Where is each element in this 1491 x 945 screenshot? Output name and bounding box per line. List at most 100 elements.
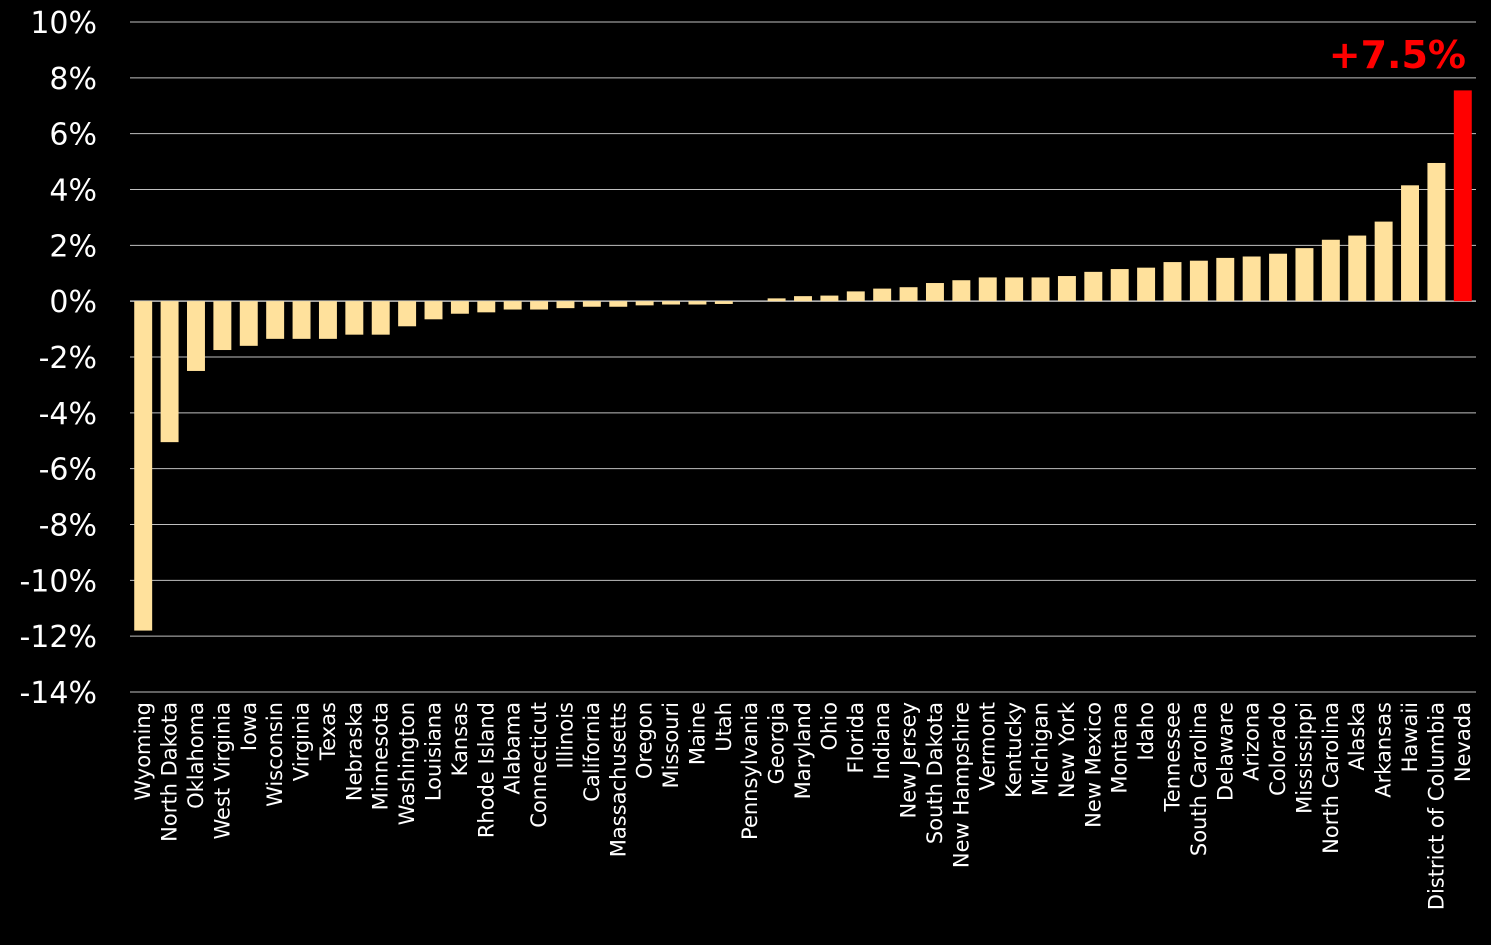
bar-ohio — [820, 295, 839, 302]
x-category-label: Maryland — [791, 702, 815, 799]
x-category-label: South Carolina — [1187, 702, 1211, 856]
bar-south-carolina — [1189, 260, 1208, 302]
x-category-label: Montana — [1108, 702, 1132, 794]
bar-louisiana — [424, 301, 443, 320]
bar-mississippi — [1295, 248, 1314, 302]
x-category-label: Arkansas — [1372, 702, 1396, 798]
x-category-label: Alabama — [501, 702, 525, 795]
bar-new-york — [1057, 276, 1076, 302]
x-category-label: Pennsylvania — [738, 702, 762, 840]
x-category-label: Arizona — [1240, 702, 1264, 781]
bar-kansas — [450, 301, 469, 314]
y-tick-label: 0% — [49, 285, 97, 320]
x-category-label: Virginia — [290, 702, 314, 781]
x-category-label: Wisconsin — [263, 702, 287, 807]
bar-missouri — [662, 301, 681, 305]
x-category-label: Oklahoma — [184, 702, 208, 809]
x-category-label: Nevada — [1451, 702, 1475, 782]
x-category-label: Tennessee — [1160, 702, 1184, 812]
x-category-label: Massachusetts — [606, 702, 630, 857]
y-tick-label: 4% — [49, 174, 97, 209]
x-category-label: Utah — [712, 702, 736, 752]
x-category-label: New Hampshire — [949, 702, 973, 868]
x-category-label: Kansas — [448, 702, 472, 776]
bar-indiana — [873, 288, 892, 302]
bar-connecticut — [530, 301, 549, 310]
bar-washington — [398, 301, 417, 327]
y-tick-label: -6% — [39, 453, 97, 488]
x-category-label: New Jersey — [897, 702, 921, 819]
bar-new-hampshire — [952, 280, 971, 302]
grid-lines — [130, 21, 1476, 693]
x-category-label: Illinois — [553, 702, 577, 769]
bar-new-mexico — [1084, 271, 1103, 302]
bar-colorado — [1269, 253, 1288, 302]
x-axis-labels: Wyoming North Dakota Oklahoma West Virginia… — [131, 701, 1475, 910]
x-category-label: Alaska — [1345, 702, 1369, 771]
bar-vermont — [978, 277, 997, 302]
x-category-label: Idaho — [1134, 702, 1158, 761]
x-category-label: Vermont — [976, 702, 1000, 791]
y-tick-label: -8% — [39, 509, 97, 544]
x-category-label: Ohio — [817, 702, 841, 751]
bar-wisconsin — [266, 301, 285, 339]
x-category-label: Iowa — [237, 702, 261, 751]
x-category-label: Mississippi — [1292, 702, 1316, 814]
x-category-label: New York — [1055, 701, 1079, 798]
bar-idaho — [1137, 267, 1156, 302]
bar-delaware — [1216, 257, 1235, 302]
bar-texas — [318, 301, 337, 339]
bar-maine — [688, 301, 707, 305]
y-tick-label: -14% — [19, 676, 97, 711]
bar-wyoming — [134, 301, 153, 631]
bar-michigan — [1031, 277, 1050, 302]
y-tick-label: 8% — [49, 62, 97, 97]
bar-alabama — [503, 301, 522, 310]
x-category-label: Georgia — [765, 702, 789, 784]
x-category-label: District of Columbia — [1424, 702, 1448, 910]
bar-georgia — [767, 298, 786, 302]
highlight-annotation: +7.5% — [1329, 33, 1466, 77]
x-category-label: Missouri — [659, 702, 683, 788]
bar-kentucky — [1005, 277, 1024, 302]
y-tick-label: 2% — [49, 229, 97, 264]
bars — [134, 90, 1472, 631]
bar-nevada — [1453, 90, 1472, 302]
bar-west-virginia — [213, 301, 232, 351]
bar-minnesota — [371, 301, 390, 335]
x-category-label: Wyoming — [131, 702, 155, 801]
bar-arkansas — [1374, 221, 1393, 302]
bar-oklahoma — [187, 301, 205, 371]
bar-massachusetts — [609, 301, 628, 307]
x-category-label: New Mexico — [1081, 702, 1105, 828]
x-category-label: Nebraska — [342, 702, 366, 801]
bar-rhode-island — [477, 301, 496, 313]
y-axis-labels: 10% 8% 6% 4% 2% 0% -2% -4% -6% -8% -10% -12% -14% — [19, 6, 97, 711]
bar-north-carolina — [1321, 239, 1340, 302]
x-category-label: Washington — [395, 702, 419, 825]
x-category-label: North Carolina — [1319, 702, 1343, 854]
x-category-label: Texas — [316, 702, 340, 761]
x-category-label: West Virginia — [210, 702, 234, 839]
bar-california — [582, 301, 601, 307]
bar-maryland — [794, 296, 812, 302]
bar-hawaii — [1401, 185, 1419, 302]
bar-tennessee — [1163, 262, 1182, 302]
x-category-label: North Dakota — [158, 702, 182, 842]
bar-iowa — [239, 301, 258, 346]
bar-montana — [1110, 269, 1129, 302]
bar-oregon — [635, 301, 654, 306]
bar-north-dakota — [160, 301, 179, 443]
bar-virginia — [292, 301, 311, 339]
x-category-label: Indiana — [870, 702, 894, 780]
x-category-label: California — [580, 702, 604, 802]
x-category-label: Minnesota — [369, 702, 393, 810]
x-category-label: Michigan — [1029, 702, 1053, 796]
x-category-label: Florida — [844, 702, 868, 773]
bar-nebraska — [345, 301, 364, 335]
y-tick-label: -10% — [19, 564, 97, 599]
x-category-label: Colorado — [1266, 702, 1290, 796]
x-category-label: Hawaii — [1398, 702, 1422, 772]
bar-alaska — [1348, 235, 1367, 302]
